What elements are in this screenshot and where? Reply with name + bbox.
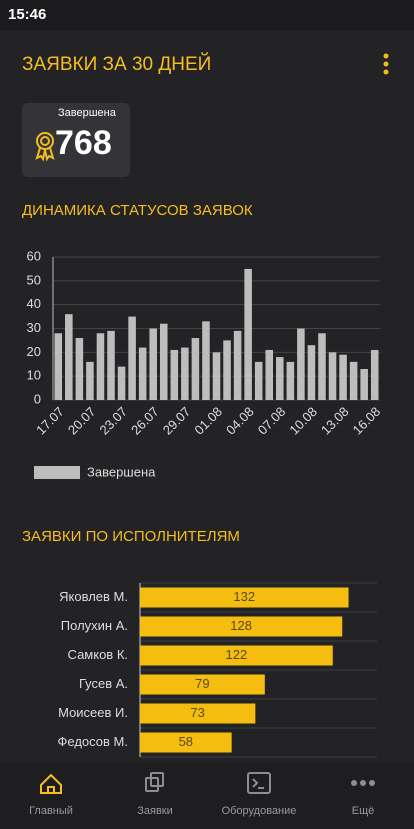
bar bbox=[212, 352, 221, 400]
menu-button[interactable] bbox=[383, 53, 389, 75]
legend-swatch bbox=[34, 466, 80, 479]
page-title: ЗАЯВКИ ЗА 30 ДНЕЙ bbox=[22, 53, 211, 75]
bar bbox=[140, 645, 333, 666]
summary-card[interactable] bbox=[22, 103, 130, 177]
status-time: 15:46 bbox=[8, 6, 46, 23]
bar bbox=[191, 338, 200, 400]
bar bbox=[307, 345, 316, 400]
bar bbox=[297, 328, 305, 400]
bar bbox=[223, 340, 231, 400]
bar bbox=[318, 333, 326, 400]
bar bbox=[170, 349, 179, 400]
nav-item[interactable]: Заявки bbox=[137, 805, 173, 817]
more-icon bbox=[351, 780, 375, 786]
legend-label: Завершена bbox=[87, 464, 156, 479]
bar bbox=[140, 587, 349, 608]
bar bbox=[140, 732, 232, 753]
bar bbox=[86, 361, 94, 400]
bar bbox=[244, 268, 252, 400]
bar bbox=[54, 333, 63, 400]
bar bbox=[328, 352, 337, 400]
bar bbox=[349, 361, 358, 400]
data-label: 73 bbox=[190, 705, 204, 720]
menu-dot bbox=[383, 61, 389, 67]
requests-icon bbox=[145, 772, 164, 792]
award-icon bbox=[35, 132, 55, 162]
y-tick-label: Гусев А. bbox=[79, 676, 128, 691]
data-label: 128 bbox=[230, 618, 252, 633]
chart-title: ДИНАМИКА СТАТУСОВ ЗАЯВОК bbox=[22, 202, 253, 219]
bar bbox=[140, 616, 343, 637]
bar bbox=[138, 347, 147, 400]
y-tick-label: 20 bbox=[27, 344, 41, 359]
bar bbox=[128, 316, 136, 400]
chart-title: ЗАЯВКИ ПО ИСПОЛНИТЕЛЯМ bbox=[22, 528, 240, 545]
bar bbox=[96, 333, 105, 400]
bottom-nav bbox=[0, 762, 414, 829]
y-tick-label: 10 bbox=[27, 368, 41, 383]
y-tick-label: Моисеев И. bbox=[58, 705, 128, 720]
summary-label: Завершена bbox=[58, 107, 117, 119]
summary-value: 768 bbox=[55, 124, 112, 162]
y-tick-label: 0 bbox=[34, 391, 41, 406]
y-tick-label: 30 bbox=[27, 320, 41, 335]
bar bbox=[202, 321, 210, 400]
bar bbox=[181, 347, 189, 400]
bar bbox=[149, 328, 157, 400]
bar bbox=[159, 323, 168, 400]
y-tick-label: Полухин А. bbox=[61, 618, 128, 633]
y-tick-label: 50 bbox=[27, 272, 41, 287]
y-tick-label: Федосов М. bbox=[58, 734, 128, 749]
status-bar bbox=[0, 0, 414, 30]
bar bbox=[370, 349, 379, 400]
bar bbox=[360, 369, 368, 400]
home-icon bbox=[40, 773, 62, 794]
bar bbox=[265, 349, 274, 400]
y-tick-label: 60 bbox=[27, 248, 41, 263]
bar bbox=[140, 703, 256, 724]
menu-dot bbox=[383, 69, 389, 75]
bar bbox=[117, 366, 126, 400]
y-tick-label: Яковлев М. bbox=[59, 589, 128, 604]
bar bbox=[75, 338, 84, 400]
bar bbox=[276, 357, 284, 400]
data-label: 132 bbox=[233, 589, 255, 604]
equipment-icon bbox=[247, 772, 271, 794]
data-label: 58 bbox=[179, 734, 193, 749]
bar bbox=[254, 361, 263, 400]
data-label: 122 bbox=[226, 647, 248, 662]
nav-item[interactable]: Ещё bbox=[352, 805, 375, 817]
nav-item[interactable]: Оборудование bbox=[222, 805, 297, 817]
nav-item[interactable]: Главный bbox=[29, 805, 73, 817]
y-tick-label: 40 bbox=[27, 296, 41, 311]
bar bbox=[339, 354, 347, 400]
menu-dot bbox=[383, 53, 389, 59]
bar bbox=[65, 314, 73, 400]
bar bbox=[233, 330, 242, 400]
y-tick-label: Самков К. bbox=[68, 647, 128, 662]
data-label: 79 bbox=[195, 676, 209, 691]
bar bbox=[140, 674, 265, 695]
bar bbox=[107, 330, 115, 400]
bar bbox=[286, 361, 295, 400]
